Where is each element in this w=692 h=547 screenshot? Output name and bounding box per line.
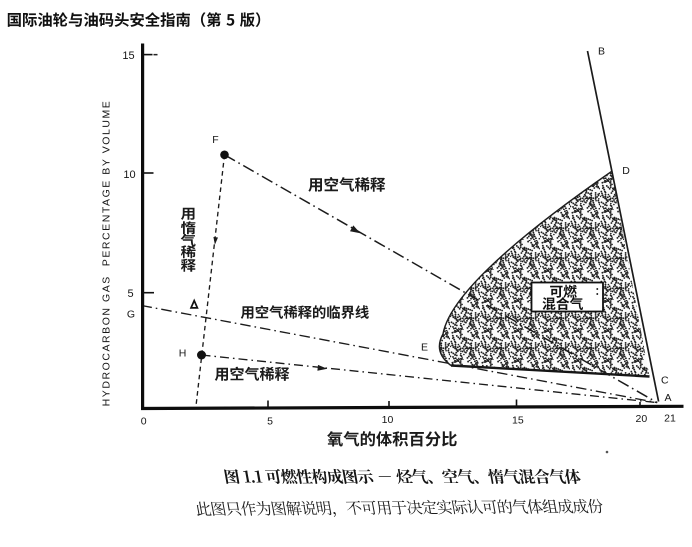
svg-text:B: B xyxy=(598,46,605,58)
svg-text:10: 10 xyxy=(123,169,135,181)
svg-text:5: 5 xyxy=(127,288,133,300)
svg-text:E: E xyxy=(421,342,428,354)
svg-text:15: 15 xyxy=(512,414,524,426)
svg-text:F: F xyxy=(212,134,218,146)
svg-text:C: C xyxy=(661,375,669,387)
svg-text:D: D xyxy=(622,165,630,177)
svg-text:10: 10 xyxy=(382,414,394,426)
svg-text:0: 0 xyxy=(141,416,147,428)
svg-text:15: 15 xyxy=(122,50,134,62)
svg-text:20: 20 xyxy=(636,413,648,425)
svg-text:21: 21 xyxy=(664,413,676,425)
svg-text:G: G xyxy=(127,309,135,321)
svg-text:5: 5 xyxy=(267,416,273,428)
svg-text:H: H xyxy=(179,348,187,360)
svg-text:A: A xyxy=(664,392,671,404)
svg-text:HYDROCARBON GAS PERCENTAGE BY: HYDROCARBON GAS PERCENTAGE BY VOLUME xyxy=(101,100,113,407)
